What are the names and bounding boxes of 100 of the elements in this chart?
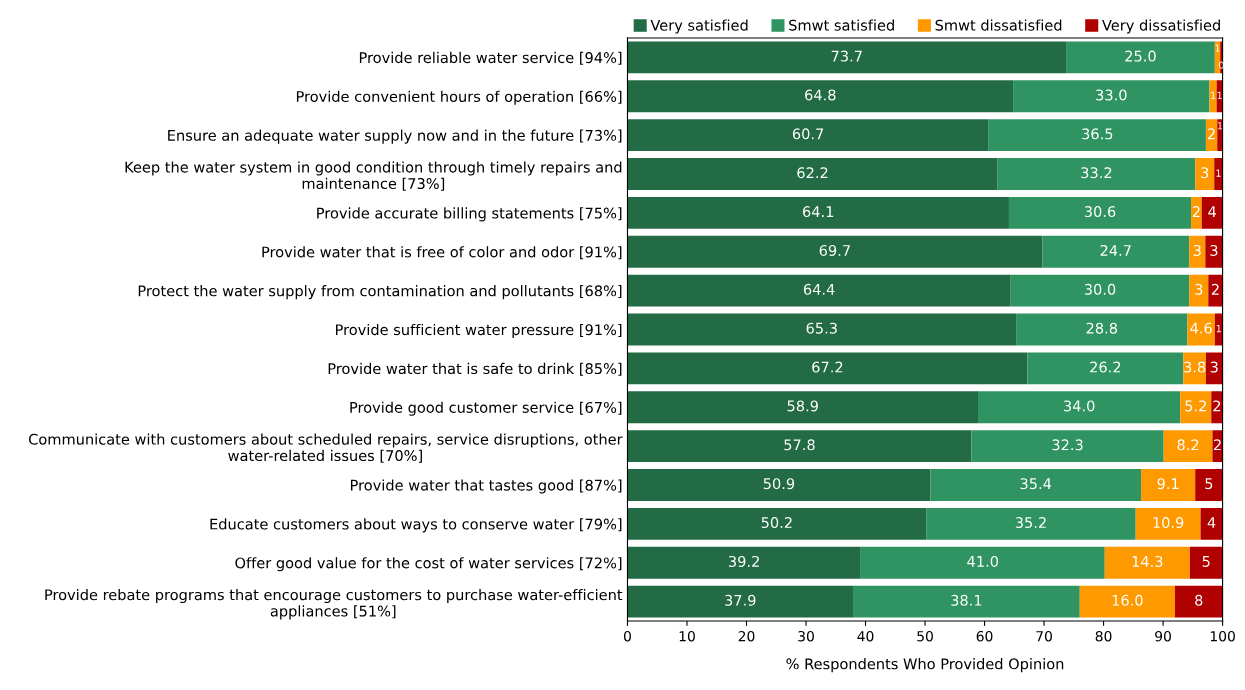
data-label: 34.0	[1064, 400, 1095, 412]
x-tick-label: 40	[857, 630, 874, 642]
data-label: 64.4	[803, 283, 835, 295]
bar	[1141, 469, 1196, 501]
bar	[1180, 391, 1212, 424]
bar	[1205, 352, 1223, 385]
bar	[627, 507, 927, 540]
data-label: 3	[1210, 361, 1218, 373]
bar	[1189, 546, 1223, 579]
data-label: 73.7	[831, 50, 862, 62]
data-label: 3	[1210, 244, 1218, 256]
y-tick-label: Provide convenient hours of operation [66%]	[296, 90, 622, 105]
bar	[1183, 352, 1206, 385]
data-label: 25.0	[1125, 50, 1156, 62]
bar	[1205, 235, 1223, 268]
bar	[1209, 80, 1217, 113]
y-tick-label: Communicate with customers about scheduled repairs, service disruptions, other water-related issues [70%]	[28, 433, 623, 463]
data-label: 1	[1216, 325, 1221, 333]
bar	[627, 546, 861, 579]
bar	[627, 430, 972, 463]
data-label: 16.0	[1112, 594, 1143, 606]
data-label: 30.6	[1084, 206, 1116, 218]
y-tick-label: Provide water that is safe to drink [85%]	[328, 362, 622, 376]
bar	[988, 119, 1206, 152]
bar	[627, 274, 1011, 307]
data-label: 65.3	[806, 322, 837, 334]
data-label: 5	[1205, 478, 1213, 490]
data-label: 36.5	[1082, 128, 1113, 140]
data-label: 28.8	[1086, 322, 1118, 334]
y-tick-label: Provide sufficient water pressure [91%]	[335, 323, 622, 339]
y-tick-label: Provide good customer service [67%]	[350, 401, 622, 416]
y-tick-label: Provide reliable water service [94%]	[359, 51, 622, 65]
data-label: 3	[1201, 167, 1209, 179]
y-tick-label: Provide rebate programs that encourage customers to purchase water-efficient appliances [51%]	[45, 588, 623, 620]
bar	[978, 391, 1181, 424]
data-label: 33.0	[1096, 89, 1127, 101]
bar	[627, 235, 1043, 268]
bar	[1013, 80, 1210, 113]
bar	[1016, 313, 1188, 346]
bar	[627, 313, 1017, 346]
data-label: 67.2	[812, 361, 843, 373]
data-label: 1	[1215, 44, 1220, 52]
x-tick-label: 0	[623, 630, 631, 642]
bar	[1200, 507, 1223, 540]
x-tick-label: 50	[917, 630, 933, 642]
legend-label: Smwt dissatisfied	[935, 19, 1062, 31]
y-tick-label: Provide water that is free of color and odor [91%]	[262, 246, 622, 260]
data-label: 32.3	[1052, 439, 1083, 451]
y-tick-label: Ensure an adequate water supply now and in the future [73%]	[168, 129, 622, 144]
y-tick-label: Provide water that tastes good [87%]	[350, 479, 622, 494]
bar	[1195, 469, 1223, 501]
data-label: 39.2	[729, 555, 759, 567]
x-tick-label: 10	[679, 630, 695, 642]
bar	[853, 585, 1080, 618]
data-label: 1	[1217, 91, 1222, 99]
data-label: 2	[1213, 439, 1221, 451]
bar	[1008, 196, 1192, 229]
bar	[1010, 274, 1190, 307]
data-label: 60.7	[792, 128, 824, 140]
data-label: 30.0	[1084, 283, 1116, 295]
x-axis-title: % Respondents Who Provided Opinion	[786, 658, 1064, 673]
data-label: 62.2	[797, 167, 828, 179]
legend-label: Very satisfied	[650, 19, 748, 34]
data-label: 64.8	[805, 89, 836, 101]
y-tick-label: Keep the water system in good condition through timely repairs and maintenance [73%]	[125, 161, 622, 191]
data-label: 2	[1192, 206, 1200, 217]
bar	[627, 158, 998, 190]
bar	[1066, 41, 1215, 74]
bar	[1189, 274, 1209, 307]
data-label: 3.8	[1184, 361, 1206, 373]
data-label: 69.7	[819, 244, 850, 256]
bar	[627, 352, 1028, 385]
data-label: 24.7	[1100, 244, 1131, 256]
bar	[627, 41, 1067, 74]
data-label: 37.9	[725, 594, 756, 606]
bar	[627, 119, 989, 152]
data-label: 50.2	[761, 517, 792, 529]
bar	[1187, 313, 1215, 346]
data-label: 8.2	[1177, 439, 1199, 451]
data-label: 4.6	[1190, 322, 1212, 334]
data-label: 3	[1195, 283, 1203, 295]
data-label: 5	[1202, 556, 1210, 567]
x-tick-label: 20	[738, 630, 755, 642]
bar	[627, 585, 854, 618]
bar	[1201, 196, 1223, 229]
legend-label: Very dissatisfied	[1102, 19, 1220, 34]
data-label: 57.8	[784, 439, 815, 451]
data-label: 5.2	[1185, 400, 1206, 412]
x-tick-label: 90	[1155, 630, 1171, 642]
x-tick-label: 60	[976, 630, 993, 642]
data-label: 2	[1208, 128, 1215, 140]
x-tick-label: 70	[1036, 630, 1052, 642]
data-label: 8	[1195, 594, 1203, 606]
data-label: 26.2	[1090, 361, 1121, 373]
data-label: 2	[1213, 400, 1221, 412]
bar	[1027, 352, 1184, 385]
data-label: 50.9	[763, 478, 795, 490]
data-label: 9.1	[1157, 478, 1179, 490]
data-label: 38.1	[951, 594, 982, 606]
bar	[627, 196, 1009, 229]
